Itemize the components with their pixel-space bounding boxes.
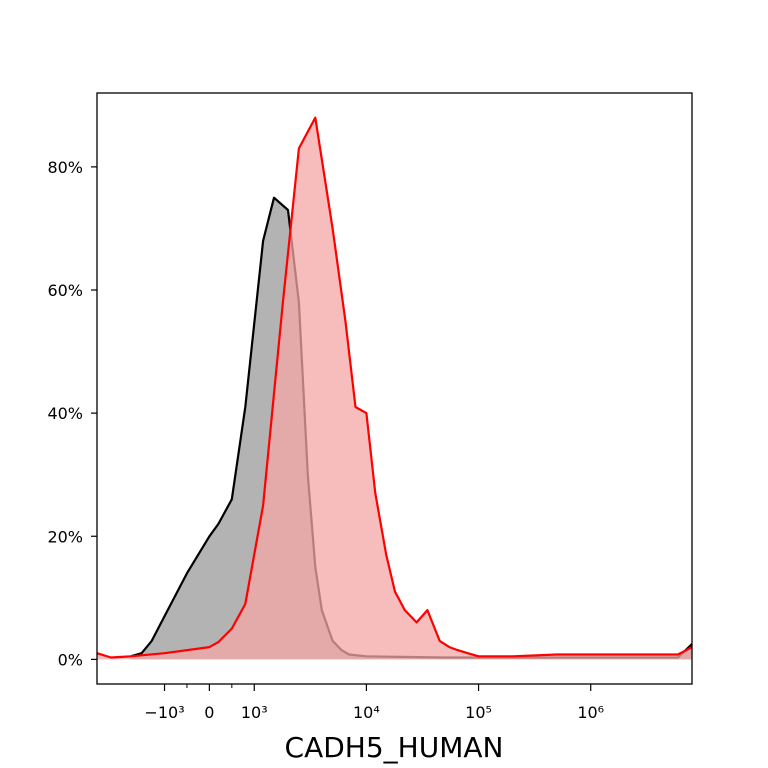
plot-frame bbox=[96, 92, 693, 685]
y-tick-label: 40% bbox=[47, 404, 83, 423]
x-tick-label: 10³ bbox=[241, 703, 268, 722]
x-tick-label: 10⁶ bbox=[577, 703, 604, 722]
y-tick-label: 20% bbox=[47, 527, 83, 546]
x-tick-label: 10⁴ bbox=[353, 703, 380, 722]
x-axis: −10³ 0 10³ 10⁴ 10⁵ 10⁶ bbox=[144, 684, 604, 722]
x-tick-label: −10³ bbox=[144, 703, 184, 722]
y-tick-label: 80% bbox=[47, 158, 83, 177]
y-tick-label: 0% bbox=[58, 650, 83, 669]
series-layer bbox=[96, 116, 693, 660]
x-tick-label: 10⁵ bbox=[465, 703, 492, 722]
series-1-line bbox=[96, 116, 693, 659]
y-axis: 0% 20% 40% 60% 80% bbox=[47, 158, 97, 669]
series-0-area bbox=[130, 197, 693, 660]
x-tick-label: 0 bbox=[204, 703, 214, 722]
x-axis-title: CADH5_HUMAN bbox=[285, 731, 504, 764]
y-tick-label: 60% bbox=[47, 281, 83, 300]
